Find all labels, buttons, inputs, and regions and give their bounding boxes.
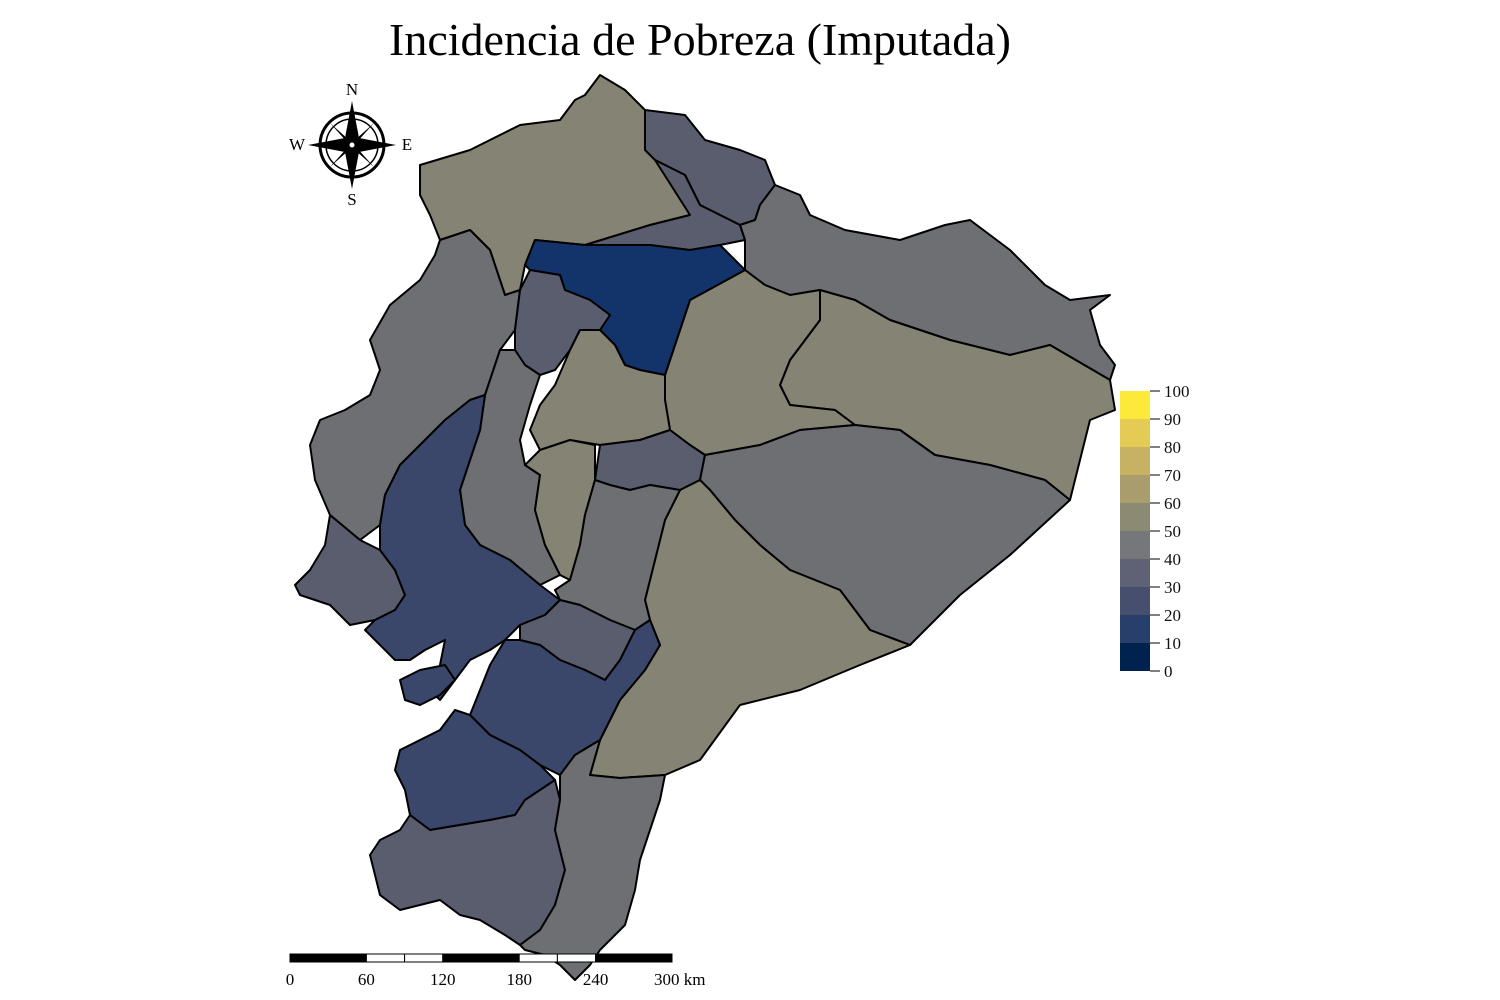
- scale-bar-segment: [595, 953, 635, 963]
- legend-tick-label: 50: [1164, 522, 1181, 541]
- scale-bar-label: 300 km: [654, 970, 705, 989]
- compass-sw-arrow: [330, 145, 352, 167]
- compass-ne-arrow: [352, 123, 374, 145]
- scale-bar: 0 60 120 180 240 300 km: [286, 953, 705, 989]
- legend-tick-label: 80: [1164, 438, 1181, 457]
- compass-west-arrow: [308, 138, 352, 152]
- compass-rose: N S E W: [289, 80, 412, 209]
- legend-tick-label: 20: [1164, 606, 1181, 625]
- map-regions: [294, 74, 1116, 981]
- legend-tick-label: 90: [1164, 410, 1181, 429]
- scale-bar-label: 240: [583, 970, 609, 989]
- scale-bar-segment: [404, 953, 444, 963]
- compass-center: [348, 141, 356, 149]
- legend-tick-label: 60: [1164, 494, 1181, 513]
- legend-swatch: [1120, 643, 1150, 671]
- legend-swatch: [1120, 531, 1150, 559]
- legend-swatch: [1120, 559, 1150, 587]
- legend-swatch: [1120, 503, 1150, 531]
- scale-bar-segment: [289, 953, 329, 963]
- compass-nw-arrow: [330, 123, 352, 145]
- legend-swatch: [1120, 587, 1150, 615]
- legend-swatch: [1120, 447, 1150, 475]
- region-guayas: [364, 394, 561, 701]
- legend-swatch: [1120, 475, 1150, 503]
- legend-tick-label: 0: [1164, 662, 1173, 681]
- scale-bar-segment: [633, 953, 673, 963]
- compass-east-label: E: [402, 135, 412, 154]
- legend-tick-label: 40: [1164, 550, 1181, 569]
- compass-north-label: N: [346, 80, 358, 99]
- legend-tick-label: 30: [1164, 578, 1181, 597]
- legend-tick-label: 10: [1164, 634, 1181, 653]
- scale-bar-segment: [442, 953, 482, 963]
- scale-bar-segment: [518, 953, 558, 963]
- compass-east-arrow: [352, 138, 396, 152]
- legend-tick-label: 70: [1164, 466, 1181, 485]
- scale-bar-label: 180: [506, 970, 532, 989]
- legend-swatch: [1120, 615, 1150, 643]
- compass-north-arrow: [345, 101, 359, 145]
- legend-swatch: [1120, 391, 1150, 419]
- scale-bar-segment: [480, 953, 520, 963]
- scale-bar-segment: [365, 953, 406, 963]
- scale-bar-label: 0: [286, 970, 295, 989]
- region-santa-elena-islands: [399, 664, 456, 706]
- compass-south-label: S: [347, 190, 356, 209]
- legend-tick-label: 100: [1164, 382, 1190, 401]
- scale-bar-label: 60: [358, 970, 375, 989]
- compass-west-label: W: [289, 135, 306, 154]
- scale-bar-label: 120: [430, 970, 456, 989]
- map-title: Incidencia de Pobreza (Imputada): [389, 14, 1011, 65]
- compass-south-arrow: [345, 145, 359, 189]
- scale-bar-segment: [556, 953, 597, 963]
- legend-swatch: [1120, 419, 1150, 447]
- compass-se-arrow: [352, 145, 374, 167]
- scale-bar-segment: [327, 953, 367, 963]
